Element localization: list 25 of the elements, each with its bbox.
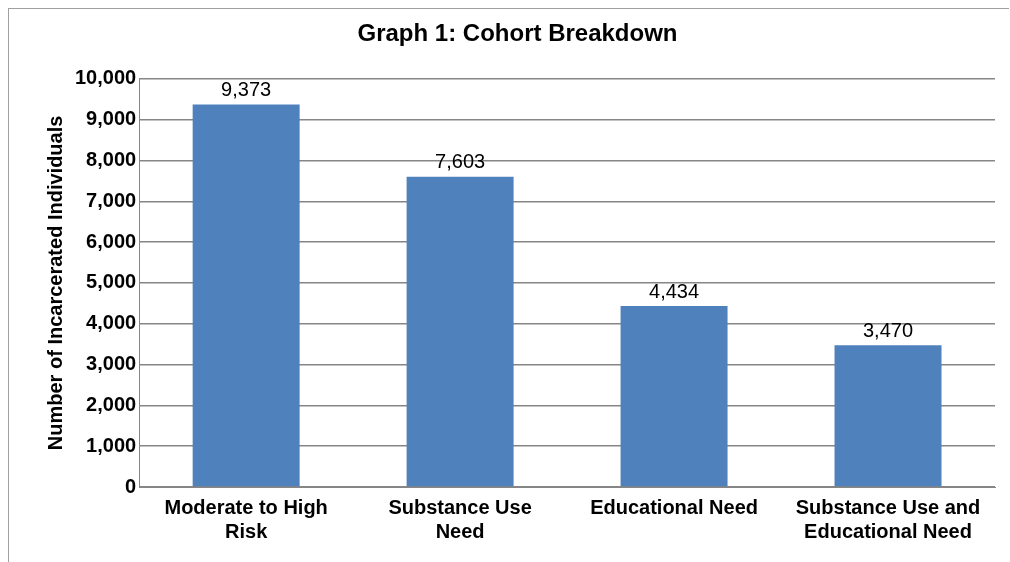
data-label: 9,373 xyxy=(221,77,272,100)
y-tick-label: 2,000 xyxy=(86,392,137,415)
y-tick-label: 5,000 xyxy=(86,270,137,293)
x-tick-label: Substance Use Need xyxy=(388,495,532,542)
data-label: 3,470 xyxy=(862,318,914,341)
x-tick-label: Substance Use and Educational Need xyxy=(795,495,981,542)
bar xyxy=(834,345,942,487)
data-label: 7,603 xyxy=(435,150,486,173)
y-tick-label: 0 xyxy=(125,474,137,497)
x-tick-label: Educational Need xyxy=(590,495,758,518)
chart-title: Graph 1: Cohort Breakdown xyxy=(357,19,678,47)
data-label: 4,434 xyxy=(649,279,700,302)
bar xyxy=(406,176,514,487)
y-axis-title: Number of Incarcerated Individuals xyxy=(43,115,66,451)
x-tick-label: Moderate to High Risk xyxy=(164,495,328,542)
y-tick-label: 1,000 xyxy=(86,433,137,456)
y-tick-label: 3,000 xyxy=(86,352,137,375)
bar xyxy=(192,104,300,487)
y-tick-label: 6,000 xyxy=(86,229,137,252)
y-tick-label: 8,000 xyxy=(86,147,137,170)
y-tick-label: 7,000 xyxy=(86,188,137,211)
y-tick-label: 4,000 xyxy=(86,311,137,334)
bar xyxy=(620,306,728,487)
y-tick-label: 9,000 xyxy=(86,107,137,130)
y-tick-label: 10,000 xyxy=(75,66,137,89)
